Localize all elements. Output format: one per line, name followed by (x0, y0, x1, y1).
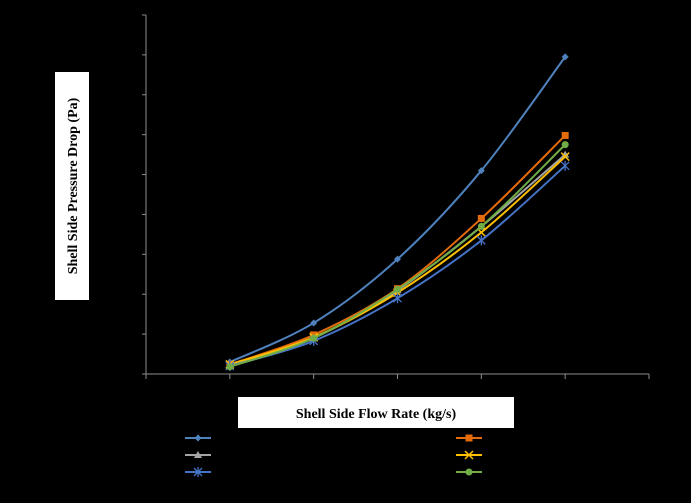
data-point-5-5 (560, 160, 570, 171)
legend-entry-5 (185, 467, 211, 477)
legend-marker (194, 434, 202, 442)
data-point-2-5 (561, 131, 569, 139)
y-axis-label-box (55, 72, 89, 300)
data-point-5-4 (476, 235, 486, 246)
series-line-2 (229, 134, 566, 366)
series-layer (225, 53, 570, 372)
data-point-5-3 (393, 293, 402, 304)
x-axis-label-box (238, 397, 514, 428)
legend-entry-6 (456, 468, 482, 476)
series-line-1 (229, 56, 566, 363)
data-point-1-3 (394, 255, 401, 263)
legend-marker (465, 434, 473, 442)
data-point-1-4 (477, 167, 485, 175)
data-point-4-5 (560, 152, 570, 162)
legend-entry-1 (185, 434, 211, 442)
series-2 (226, 131, 569, 368)
data-point-6-3 (394, 285, 401, 293)
legend (185, 434, 482, 477)
legend-marker (194, 451, 202, 458)
data-point-1-2 (310, 319, 318, 327)
x-axis-label: Shell Side Flow Rate (kg/s) (296, 407, 457, 422)
legend-entry-3 (185, 451, 211, 458)
data-point-6-4 (477, 222, 485, 230)
data-point-1-5 (561, 53, 569, 61)
data-point-6-1 (226, 363, 234, 371)
data-point-6-5 (561, 141, 569, 149)
data-point-6-2 (310, 334, 318, 342)
legend-entry-2 (456, 434, 482, 442)
y-axis-label: Shell Side Pressure Drop (Pa) (66, 97, 81, 274)
data-point-3-5 (561, 150, 570, 158)
legend-entry-4 (456, 450, 482, 460)
series-6 (226, 141, 569, 371)
legend-marker (465, 468, 473, 476)
axes (142, 14, 650, 379)
data-point-2-4 (477, 214, 485, 222)
legend-marker (193, 467, 203, 477)
legend-marker (464, 450, 474, 460)
